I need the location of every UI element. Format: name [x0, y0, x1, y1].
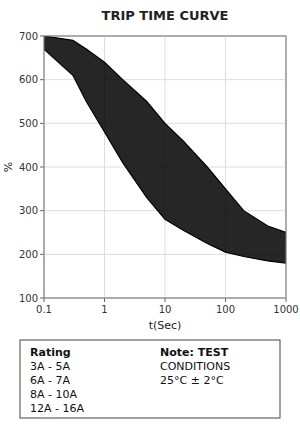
x-axis-label: t(Sec): [149, 319, 182, 332]
tick: [104, 298, 105, 302]
annotation: 6A - 7A: [30, 374, 70, 387]
annotation: 25°C ± 2°C: [160, 374, 224, 387]
tick: [40, 298, 44, 299]
annotation: CONDITIONS: [160, 360, 230, 373]
tick: [225, 298, 226, 302]
annotation: 3A - 5A: [30, 360, 70, 373]
data-group: [44, 36, 286, 263]
tick-label: 200: [19, 249, 38, 260]
grid: [44, 36, 286, 298]
tick-label: 700: [19, 31, 38, 42]
trip-band: [44, 36, 286, 263]
tick-label: 600: [19, 74, 38, 85]
band-edge: [44, 36, 286, 233]
plot-frame: [44, 36, 286, 298]
tick: [44, 298, 45, 302]
tick: [40, 210, 44, 211]
tick: [165, 298, 166, 302]
tick-label: 10: [159, 304, 172, 315]
tick: [40, 254, 44, 255]
tick-label: 0.1: [36, 304, 52, 315]
plot-area: [44, 36, 286, 298]
annotation: 12A - 16A: [30, 402, 84, 415]
tick: [40, 123, 44, 124]
y-axis-label: %: [2, 162, 15, 172]
annotation-box: [20, 340, 280, 418]
tick: [40, 79, 44, 80]
tick-label: 1: [101, 304, 107, 315]
tick-label: 500: [19, 118, 38, 129]
tick: [286, 298, 287, 302]
tick-label: 100: [216, 304, 235, 315]
tick-label: 100: [19, 293, 38, 304]
title: TRIP TIME CURVE: [102, 8, 229, 23]
tick-label: 300: [19, 205, 38, 216]
tick-label: 1000: [273, 304, 298, 315]
tick: [40, 36, 44, 37]
tick: [40, 167, 44, 168]
annotation: 8A - 10A: [30, 388, 77, 401]
annotation: Rating: [30, 346, 71, 359]
band-edge: [44, 49, 286, 263]
tick-label: 400: [19, 162, 38, 173]
annotation: Note: TEST: [160, 346, 229, 359]
chart: TRIP TIME CURVE 0.1 1 10 100 1000 100 200 300 400…: [0, 0, 300, 425]
